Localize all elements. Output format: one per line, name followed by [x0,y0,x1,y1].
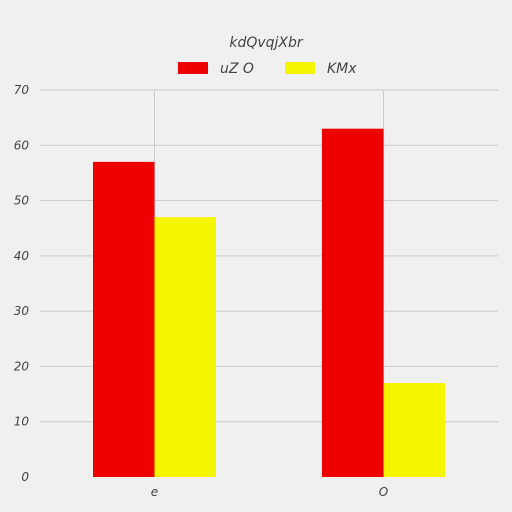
y-tick-label: 0 [21,470,29,484]
y-tick-label: 20 [14,359,30,373]
legend-swatch [178,62,208,74]
bars [93,128,445,477]
bar-1-2 [322,128,384,477]
legend-label: KMx [327,61,357,77]
x-tick-label: e [151,485,158,499]
bar-1-1 [93,161,155,477]
axis-labels: 0 10 20 30 40 50 60 70 e O [14,83,389,499]
legend-label: uZ O [220,61,254,77]
chart-title: kdQvqjXbr [229,35,304,51]
x-tick-label: O [379,485,388,499]
y-tick-label: 10 [14,415,30,429]
legend: uZ O KMx [178,61,357,77]
bar-2-2 [383,383,445,477]
y-tick-label: 30 [14,304,30,318]
y-tick-label: 70 [14,83,30,97]
legend-swatch [285,62,315,74]
y-tick-label: 50 [14,194,30,208]
y-tick-label: 40 [14,249,30,263]
y-tick-label: 60 [14,138,30,152]
bar-2-1 [154,217,216,477]
